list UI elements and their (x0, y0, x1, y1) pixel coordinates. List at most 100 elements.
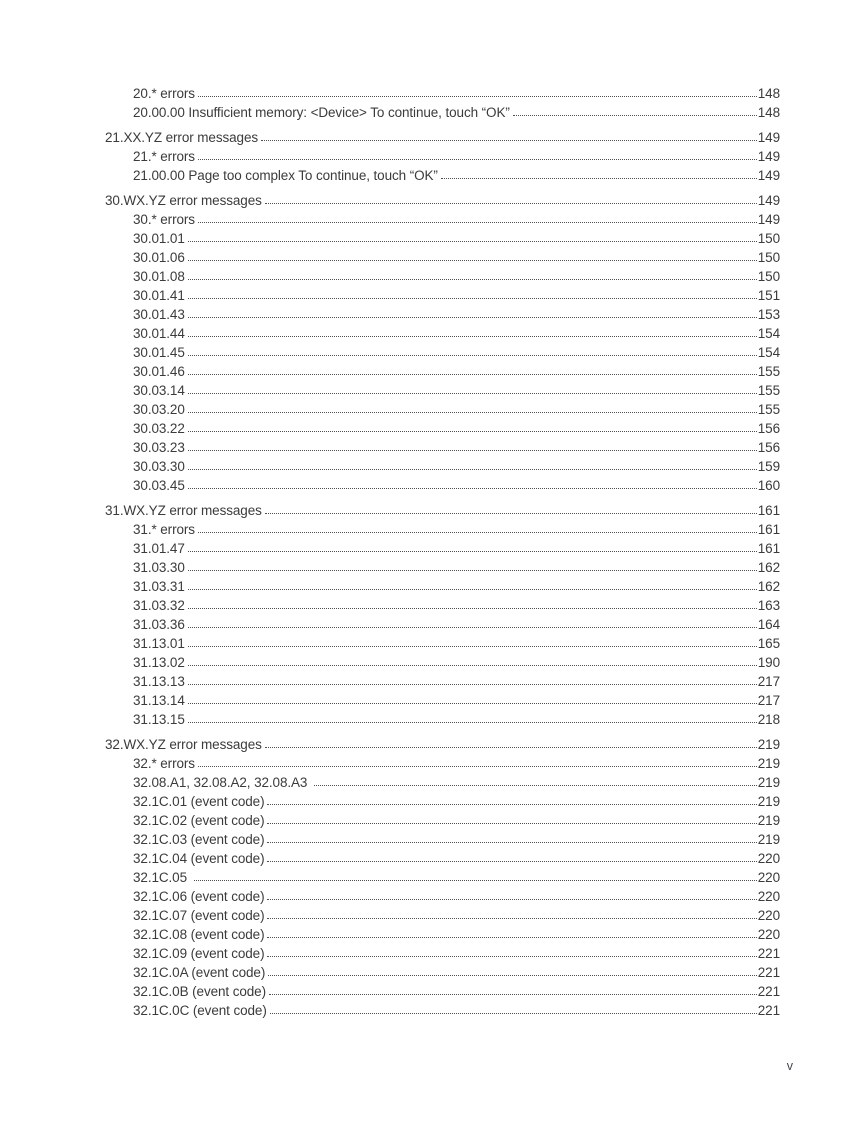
dot-leader (269, 1013, 757, 1014)
toc-entry: 30.01.06 150 (105, 248, 780, 267)
dot-leader (187, 317, 757, 318)
dot-leader (264, 513, 757, 514)
toc-entry: 30.01.45 154 (105, 343, 780, 362)
toc-section: 31.WX.YZ error messages 161 31.* errors 161… (105, 501, 780, 729)
toc-entry-label: 31.01.47 (133, 541, 185, 556)
toc-entry-page: 220 (757, 851, 780, 866)
toc-entry-page: 155 (757, 383, 780, 398)
toc-entry-label: 21.XX.YZ error messages (105, 130, 259, 145)
toc-entry-page: 219 (757, 775, 780, 790)
toc-entry-label: 32.08.A1, 32.08.A2, 32.08.A3 (133, 775, 311, 790)
toc-entry: 31.03.31 162 (105, 577, 780, 596)
toc-entry: 31.03.36 164 (105, 615, 780, 634)
toc-entry-label: 32.1C.03 (event code) (133, 832, 265, 847)
dot-leader (187, 570, 757, 571)
toc-entry-page: 220 (757, 908, 780, 923)
toc-entry-page: 155 (757, 364, 780, 379)
toc-entry-label: 32.* errors (133, 756, 195, 771)
toc-entry-label: 30.01.06 (133, 250, 185, 265)
toc-entry: 30.01.46 155 (105, 362, 780, 381)
dot-leader (267, 937, 757, 938)
toc-entry: 31.13.01 165 (105, 634, 780, 653)
toc-entry: 31.01.47 161 (105, 539, 780, 558)
toc-entry-page: 149 (757, 130, 780, 145)
toc-entry-page: 220 (757, 870, 780, 885)
toc-entry-page: 153 (757, 307, 780, 322)
toc-entry-page: 221 (757, 984, 780, 999)
toc-entry: 31.13.14 217 (105, 691, 780, 710)
toc-entry: 32.1C.09 (event code) 221 (105, 944, 780, 963)
toc: 20.* errors 148 20.00.00 Insufficient memo… (105, 84, 780, 1020)
toc-entry: 31.* errors 161 (105, 520, 780, 539)
toc-entry-page: 150 (757, 250, 780, 265)
dot-leader (187, 260, 757, 261)
toc-entry-page: 165 (757, 636, 780, 651)
toc-entry-label: 30.WX.YZ error messages (105, 193, 262, 208)
toc-section: 30.WX.YZ error messages 149 30.* errors 149… (105, 191, 780, 495)
dot-leader (187, 665, 757, 666)
toc-entry-page: 163 (757, 598, 780, 613)
toc-entry-label: 31.13.14 (133, 693, 185, 708)
dot-leader (187, 450, 757, 451)
toc-entry-label: 30.03.23 (133, 440, 185, 455)
dot-leader (187, 374, 757, 375)
toc-entry: 32.08.A1, 32.08.A2, 32.08.A3 219 (105, 773, 780, 792)
toc-entry: 30.01.08 150 (105, 267, 780, 286)
toc-entry: 32.1C.0A (event code) 221 (105, 963, 780, 982)
dot-leader (268, 994, 757, 995)
dot-leader (268, 975, 757, 976)
dot-leader (187, 469, 757, 470)
dot-leader (267, 956, 757, 957)
toc-entry-label: 31.03.32 (133, 598, 185, 613)
dot-leader (264, 203, 757, 204)
toc-section-header: 31.WX.YZ error messages 161 (105, 501, 780, 520)
dot-leader (197, 532, 757, 533)
dot-leader (187, 551, 757, 552)
toc-entry: 32.1C.0C (event code) 221 (105, 1001, 780, 1020)
dot-leader (187, 355, 757, 356)
dot-leader (187, 627, 757, 628)
toc-entry: 30.03.22 156 (105, 419, 780, 438)
toc-entry-page: 221 (757, 965, 780, 980)
toc-entry-label: 32.1C.0A (event code) (133, 965, 266, 980)
toc-entry-label: 30.03.20 (133, 402, 185, 417)
toc-entry-page: 150 (757, 269, 780, 284)
toc-entry: 30.01.44 154 (105, 324, 780, 343)
toc-entry-page: 150 (757, 231, 780, 246)
toc-entry-page: 221 (757, 946, 780, 961)
dot-leader (187, 298, 757, 299)
toc-entry: 30.01.41 151 (105, 286, 780, 305)
toc-entry: 31.13.15 218 (105, 710, 780, 729)
toc-entry: 31.13.13 217 (105, 672, 780, 691)
toc-entry-label: 30.01.43 (133, 307, 185, 322)
toc-entry-page: 217 (757, 674, 780, 689)
toc-entry: 32.1C.04 (event code) 220 (105, 849, 780, 868)
toc-entry: 30.03.14 155 (105, 381, 780, 400)
toc-entry-label: 31.03.36 (133, 617, 185, 632)
toc-entry-page: 161 (757, 503, 780, 518)
toc-entry-page: 149 (757, 149, 780, 164)
toc-entry-label: 30.01.46 (133, 364, 185, 379)
toc-entry-page: 154 (757, 326, 780, 341)
toc-entry-page: 148 (757, 86, 780, 101)
toc-entry-label: 31.03.31 (133, 579, 185, 594)
dot-leader (187, 646, 757, 647)
toc-entry-page: 149 (757, 168, 780, 183)
dot-leader (187, 431, 757, 432)
toc-entry-page: 162 (757, 579, 780, 594)
toc-entry-label: 32.1C.05 (133, 870, 191, 885)
toc-section: 21.XX.YZ error messages 149 21.* errors 149… (105, 128, 780, 185)
dot-leader (187, 684, 757, 685)
toc-section: 20.* errors 148 20.00.00 Insufficient memo… (105, 84, 780, 122)
toc-entry: 32.1C.07 (event code) 220 (105, 906, 780, 925)
dot-leader (187, 703, 757, 704)
dot-leader (197, 96, 757, 97)
toc-entry-page: 219 (757, 737, 780, 752)
toc-entry-page: 161 (757, 522, 780, 537)
toc-section-header: 32.WX.YZ error messages 219 (105, 735, 780, 754)
toc-entry: 32.1C.03 (event code) 219 (105, 830, 780, 849)
toc-entry-page: 190 (757, 655, 780, 670)
toc-entry-page: 219 (757, 832, 780, 847)
toc-entry: 21.* errors 149 (105, 147, 780, 166)
toc-entry: 32.1C.02 (event code) 219 (105, 811, 780, 830)
